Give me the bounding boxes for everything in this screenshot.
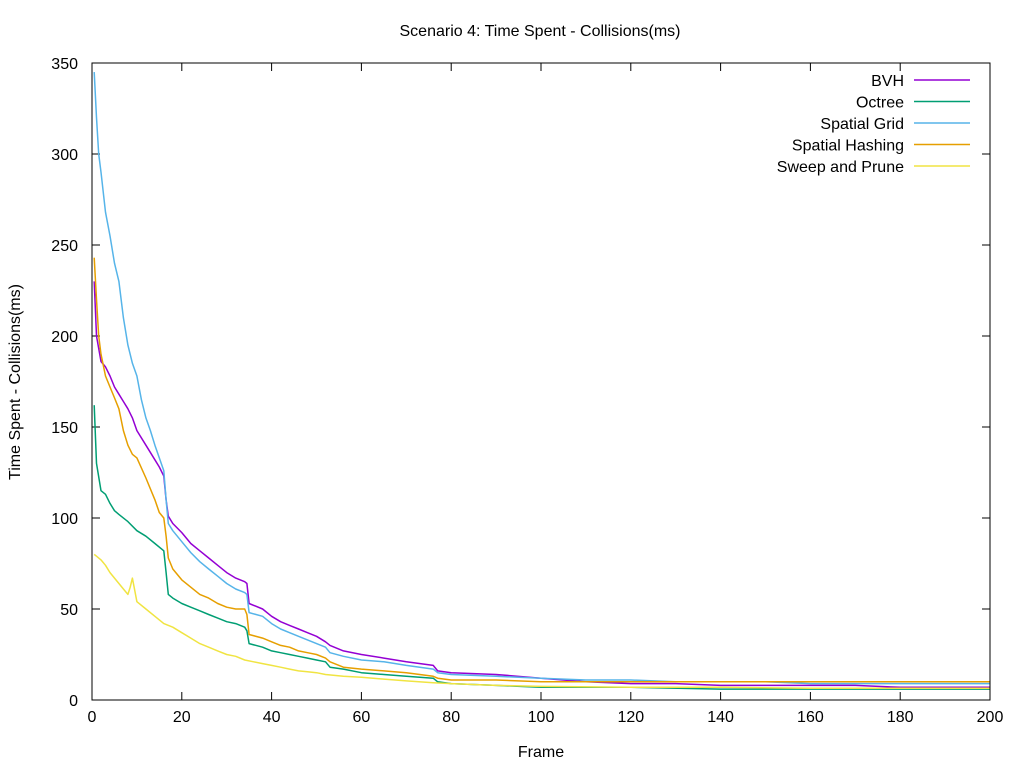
legend-label: Spatial Grid — [820, 116, 904, 133]
y-tick-label: 0 — [69, 693, 78, 710]
legend: BVH Octree Spatial Grid Spatial Hashing Swee… — [777, 73, 970, 176]
series-line-sweep-and-prune — [93, 553, 990, 689]
x-tick-label: 180 — [887, 709, 914, 726]
legend-label: Octree — [856, 95, 904, 112]
series-line-spatial-hashing — [93, 257, 990, 683]
series-line-octree — [93, 405, 990, 690]
x-tick-label: 140 — [707, 709, 734, 726]
series-line-spatial-grid — [93, 72, 990, 685]
y-tick-label: 50 — [60, 602, 78, 619]
y-tick-label: 300 — [51, 147, 78, 164]
y-tick-label: 250 — [51, 238, 78, 255]
axis-ticks: 0 20 40 60 80 100 120 140 160 180 200 0 50 100 150 200 2… — [51, 56, 1003, 726]
x-tick-label: 60 — [353, 709, 371, 726]
x-tick-label: 0 — [88, 709, 97, 726]
x-tick-label: 200 — [977, 709, 1004, 726]
legend-label: Spatial Hashing — [792, 138, 904, 155]
legend-label: BVH — [871, 73, 904, 90]
x-tick-label: 120 — [617, 709, 644, 726]
y-tick-label: 100 — [51, 511, 78, 528]
y-axis-label: Time Spent - Collisions(ms) — [7, 284, 24, 480]
x-axis-label: Frame — [518, 744, 564, 761]
x-tick-label: 100 — [528, 709, 555, 726]
x-tick-label: 80 — [442, 709, 460, 726]
series-line-bvh — [93, 281, 990, 689]
y-tick-label: 200 — [51, 329, 78, 346]
legend-label: Sweep and Prune — [777, 159, 904, 176]
x-tick-label: 20 — [173, 709, 191, 726]
y-tick-label: 350 — [51, 56, 78, 73]
y-tick-label: 150 — [51, 420, 78, 437]
x-tick-label: 40 — [263, 709, 281, 726]
series-lines — [93, 72, 990, 690]
x-tick-label: 160 — [797, 709, 824, 726]
plot-frame — [91, 62, 991, 701]
chart-title: Scenario 4: Time Spent - Collisions(ms) — [400, 23, 681, 40]
